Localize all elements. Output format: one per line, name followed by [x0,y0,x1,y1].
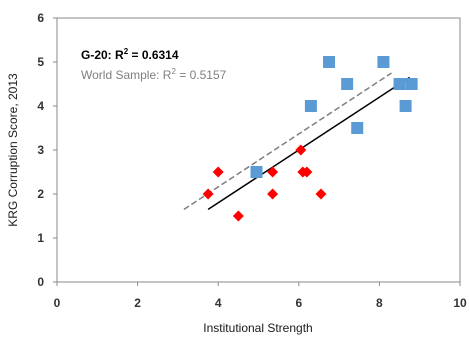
x-tick-label: 10 [453,296,467,310]
world-sample-trendline [183,72,392,211]
x-axis-ticks: 0 2 4 6 8 10 [54,282,467,310]
y-tick-label: 5 [37,55,44,69]
square-point [341,78,354,90]
x-tick-label: 4 [215,296,222,310]
diamond-point [267,166,279,178]
plot-area [56,17,461,283]
diamond-point [315,188,327,200]
diamond-point [295,144,307,156]
x-tick-label: 0 [54,296,61,310]
diamond-point [212,166,224,178]
x-axis-title: Institutional Strength [203,321,312,335]
x-tick-label: 8 [376,296,383,310]
square-point [399,100,412,112]
diamond-point [301,166,313,178]
y-tick-label: 0 [37,275,44,289]
y-tick-label: 4 [37,99,44,113]
y-axis-ticks: 0 1 2 3 4 5 6 [37,11,57,289]
x-tick-label: 2 [134,296,141,310]
y-axis-title: KRG Corruption Score, 2013 [6,73,20,227]
g20-r2-annotation: G-20: R2 = 0.6314 [81,47,179,62]
square-point [393,78,406,90]
diamond-point [202,188,214,200]
square-point [250,166,263,178]
g20-trendline [207,76,411,211]
world-sample-r2-annotation: World Sample: R2 = 0.5157 [81,67,227,82]
square-point [351,122,364,134]
square-point [405,78,418,90]
square-point [377,56,390,68]
square-point [323,56,336,68]
trendlines [183,72,411,211]
y-tick-label: 2 [37,187,44,201]
x-tick-label: 6 [295,296,302,310]
diamond-point [267,188,279,200]
data-points [202,56,418,222]
y-tick-label: 3 [37,143,44,157]
square-point [304,100,317,112]
y-tick-label: 1 [37,231,44,245]
diamond-point [232,210,244,222]
y-tick-label: 6 [37,11,44,25]
